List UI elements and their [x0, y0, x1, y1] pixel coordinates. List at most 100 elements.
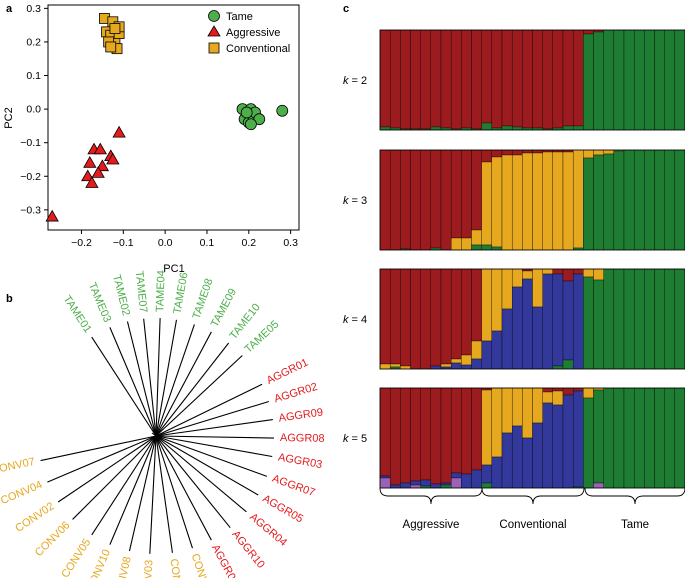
structure-bar-segment [501, 149, 513, 156]
structure-bar-segment [593, 31, 604, 131]
tree-tip-label: CONV03 [141, 560, 155, 578]
tree-branch [155, 400, 270, 437]
structure-bar-segment [379, 387, 391, 477]
structure-bar-segment [430, 387, 442, 485]
tree-branch [155, 342, 230, 437]
structure-bar-segment [664, 29, 676, 131]
structure-bar-segment [674, 268, 685, 370]
structure-bar-segment [572, 125, 584, 131]
tree-branch [109, 327, 157, 437]
structure-bar-segment [430, 365, 442, 370]
structure-bar-segment [593, 149, 604, 156]
structure-bar-segment [420, 268, 432, 370]
pca-y-axis-label: PC2 [3, 107, 15, 128]
tree-branch [155, 419, 273, 437]
structure-bar-segment [562, 359, 574, 370]
tree-branch [109, 435, 157, 545]
structure-bar-segment [511, 268, 523, 288]
tree-tip-label: CONV10 [85, 548, 113, 578]
structure-bar-segment [542, 273, 554, 370]
structure-bar-segment [583, 149, 594, 159]
structure-bar-segment [379, 126, 391, 131]
structure-bar-segment [603, 149, 615, 155]
structure-bar-segment [532, 268, 543, 308]
structure-bar-segment [471, 268, 482, 342]
structure-bar-segment [420, 387, 432, 481]
structure-bar-segment [461, 364, 472, 370]
tree-branch [155, 435, 259, 496]
structure-bar-segment [654, 387, 665, 489]
structure-bar-segment [481, 464, 493, 484]
structure-bar-segment [572, 29, 584, 127]
tree-branch [155, 435, 231, 529]
tree-tip-label: CONV01 [189, 552, 214, 578]
k-label-symbol: k [343, 75, 349, 87]
structure-bar-segment [593, 154, 604, 251]
structure-bar-segment [430, 268, 442, 367]
structure-bar-segment [593, 482, 604, 489]
structure-bar-segment [562, 394, 574, 489]
structure-bar-segment [440, 484, 452, 489]
structure-bar-segment [450, 477, 462, 489]
structure-bar-segment [389, 484, 401, 489]
structure-bar-segment [400, 387, 411, 484]
pca-y-tick-label: 0.3 [26, 3, 41, 15]
structure-bar-segment [511, 149, 523, 156]
pca-x-tick-label: 0.1 [200, 237, 215, 249]
structure-bar-segment [410, 484, 421, 489]
pca-point-tame [276, 104, 289, 117]
structure-bar-segment [511, 154, 523, 251]
structure-bar-segment [562, 280, 574, 361]
pca-point-aggressive [106, 152, 120, 165]
structure-bar-segment [664, 268, 676, 370]
structure-bar-segment [542, 268, 554, 275]
structure-bar-segment [593, 279, 604, 370]
structure-bar-segment [491, 456, 503, 489]
tree-tip-label: CONV06 [33, 519, 73, 559]
pca-point-aggressive [81, 169, 95, 182]
structure-bar-segment [552, 29, 564, 129]
structure-bar-segment [501, 268, 513, 310]
pca-x-axis: −0.2 −0.1 0.0 0.1 0.2 0.3 [71, 230, 298, 249]
legend-label-tame: Tame [226, 11, 253, 23]
tree-tip-label: AGGR07 [271, 473, 317, 500]
structure-bar-segment [532, 149, 543, 154]
structure-bar-segment [644, 29, 655, 131]
structure-row-frame [379, 149, 685, 251]
structure-bar-segment [461, 29, 472, 129]
tree-tip-label: CONV07 [0, 456, 36, 477]
structure-bar-segment [562, 125, 574, 131]
structure-bar-segment [542, 402, 554, 489]
structure-bar-segment [501, 387, 513, 434]
structure-bar-segment [461, 237, 472, 251]
tree-tip-label: AGGR01 [265, 357, 310, 387]
legend-label-conventional: Conventional [226, 43, 290, 55]
structure-bar-segment [613, 268, 625, 370]
structure-bar-segment [389, 268, 401, 365]
structure-bar-segment [613, 29, 625, 131]
structure-bar-segment [522, 387, 533, 439]
structure-bar-segment [572, 390, 584, 488]
structure-bar-segment [471, 244, 482, 251]
pca-x-axis-label: PC1 [163, 263, 184, 275]
structure-bar-segment [481, 29, 493, 124]
k-label-value: = 4 [349, 314, 368, 326]
structure-bar-segment [389, 29, 401, 129]
structure-bar-segment [461, 473, 472, 489]
structure-bar-segment [471, 358, 482, 370]
tree-branch [143, 318, 157, 437]
tree-branch [155, 331, 212, 437]
structure-bar-segment [379, 149, 391, 251]
pca-point-conventional [105, 41, 117, 53]
structure-bar-segment [430, 149, 442, 249]
structure-bar-segment [654, 268, 665, 370]
structure-bar-segment [552, 151, 564, 251]
structure-bar-segment [481, 340, 493, 370]
structure-bar-segment [379, 477, 391, 489]
structure-bar-segment [664, 149, 676, 251]
legend-marker-conventional [208, 42, 220, 54]
group-braces: Aggressive Conventional Tame [379, 487, 685, 531]
structure-bar-segment [623, 29, 635, 131]
group-label-aggressive: Aggressive [403, 519, 460, 531]
structure-bar-segment [450, 387, 462, 474]
